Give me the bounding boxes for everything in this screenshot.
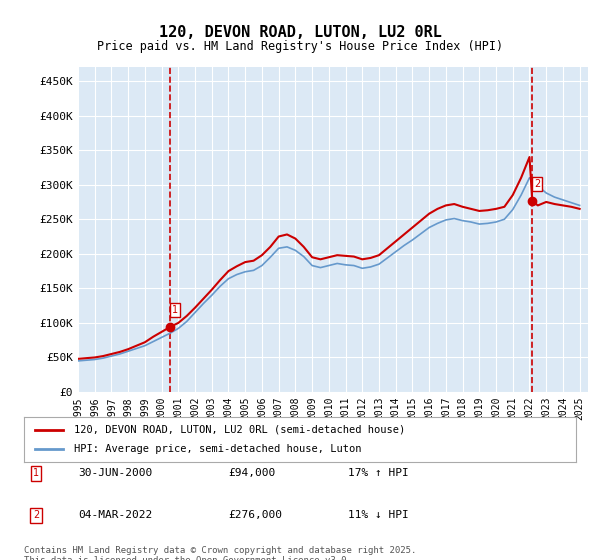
Text: £94,000: £94,000 — [228, 468, 275, 478]
Text: Contains HM Land Registry data © Crown copyright and database right 2025.
This d: Contains HM Land Registry data © Crown c… — [24, 546, 416, 560]
Text: £276,000: £276,000 — [228, 510, 282, 520]
Text: 1: 1 — [172, 305, 178, 315]
Text: 11% ↓ HPI: 11% ↓ HPI — [348, 510, 409, 520]
Text: 120, DEVON ROAD, LUTON, LU2 0RL: 120, DEVON ROAD, LUTON, LU2 0RL — [158, 25, 442, 40]
Text: Price paid vs. HM Land Registry's House Price Index (HPI): Price paid vs. HM Land Registry's House … — [97, 40, 503, 53]
Text: 30-JUN-2000: 30-JUN-2000 — [78, 468, 152, 478]
Text: 2: 2 — [33, 510, 39, 520]
Text: 2: 2 — [534, 179, 540, 189]
Text: 04-MAR-2022: 04-MAR-2022 — [78, 510, 152, 520]
Text: 17% ↑ HPI: 17% ↑ HPI — [348, 468, 409, 478]
Text: 120, DEVON ROAD, LUTON, LU2 0RL (semi-detached house): 120, DEVON ROAD, LUTON, LU2 0RL (semi-de… — [74, 424, 405, 435]
Text: 1: 1 — [33, 468, 39, 478]
Text: HPI: Average price, semi-detached house, Luton: HPI: Average price, semi-detached house,… — [74, 445, 361, 455]
